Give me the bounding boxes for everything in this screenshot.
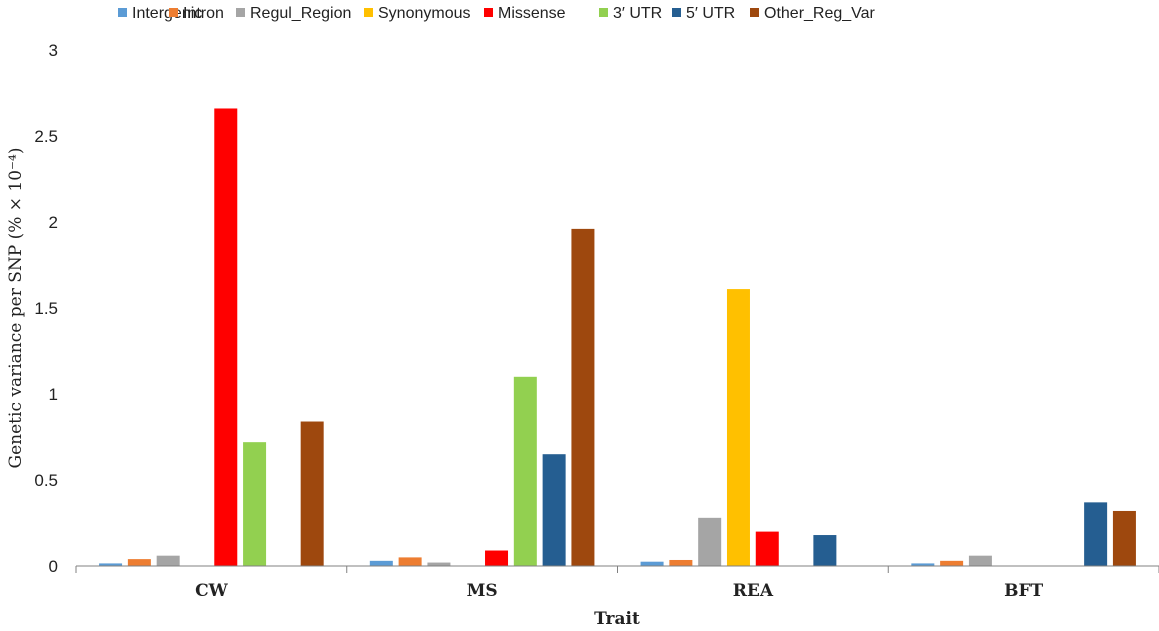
bar-bft-intergenic [911, 563, 935, 566]
legend-label: 3′ UTR [613, 5, 662, 22]
legend-label: 5′ UTR [686, 5, 735, 22]
legend-label: Regul_Region [250, 5, 351, 22]
legend-swatch [750, 8, 759, 17]
bar-cw-3-utr [243, 442, 267, 566]
x-tick-label: REA [733, 581, 774, 601]
legend-swatch [364, 8, 373, 17]
bar-rea-missense [755, 531, 779, 566]
y-tick-label: 2 [49, 213, 58, 232]
legend-item: Intergenic [118, 5, 202, 22]
legend-swatch [236, 8, 245, 17]
y-tick-label: 3 [49, 41, 58, 60]
y-tick-label: 1 [49, 385, 58, 404]
legend-swatch [118, 8, 127, 17]
legend-item: Other_Reg_Var [750, 5, 876, 22]
legend-item: Synonymous [364, 5, 471, 22]
x-tick-label: BFT [1004, 581, 1043, 601]
y-axis: 0 0.5 1 1.5 2 2.5 3 [34, 41, 58, 576]
x-axis-title: Trait [594, 609, 640, 629]
y-tick-label: 0 [49, 557, 58, 576]
bar-cw-missense [214, 108, 238, 566]
legend-item: 3′ UTR [599, 5, 662, 22]
x-tick-label: CW [195, 581, 229, 601]
bar-bft-regul-region [968, 555, 992, 566]
bar-rea-synonymous [726, 289, 750, 566]
legend-item: 5′ UTR [672, 5, 735, 22]
bar-ms-other-reg-var [571, 228, 595, 566]
bar-ms-missense [485, 550, 509, 566]
bars [99, 108, 1136, 566]
legend-label: Intron [183, 5, 224, 22]
legend-item: Missense [484, 5, 566, 22]
bar-ms-intergenic [369, 560, 393, 566]
legend-swatch [672, 8, 681, 17]
bar-cw-regul-region [156, 555, 180, 566]
bar-bft-other-reg-var [1112, 510, 1136, 566]
bar-rea-intron [669, 559, 693, 566]
legend-item: Regul_Region [236, 5, 351, 22]
bar-rea-regul-region [698, 517, 722, 566]
bar-bft-5-utr [1084, 502, 1108, 566]
bar-rea-5-utr [813, 535, 837, 566]
bar-ms-intron [398, 557, 422, 566]
bar-rea-intergenic [640, 561, 664, 566]
y-tick-label: 1.5 [34, 299, 58, 318]
y-tick-label: 2.5 [34, 127, 58, 146]
legend-label: Synonymous [378, 5, 471, 22]
bar-cw-intergenic [99, 563, 123, 566]
bar-ms-regul-region [427, 562, 451, 566]
legend-item: Intron [169, 5, 224, 22]
x-axis: CW MS REA BFT [75, 565, 1159, 601]
bar-ms-3-utr [513, 376, 537, 566]
bar-ms-5-utr [542, 454, 566, 566]
legend-swatch [484, 8, 493, 17]
legend-swatch [599, 8, 608, 17]
y-tick-label: 0.5 [34, 471, 58, 490]
legend-label: Other_Reg_Var [764, 5, 876, 22]
y-axis-title: Genetic variance per SNP (% × 10⁻⁴) [6, 148, 26, 469]
legend-label: Intergenic [132, 5, 202, 22]
bar-cw-other-reg-var [300, 421, 324, 566]
bar-bft-intron [940, 560, 964, 566]
legend-swatch [169, 8, 178, 17]
bar-cw-intron [127, 559, 151, 566]
x-tick-label: MS [467, 581, 498, 601]
legend-label: Missense [498, 5, 566, 22]
